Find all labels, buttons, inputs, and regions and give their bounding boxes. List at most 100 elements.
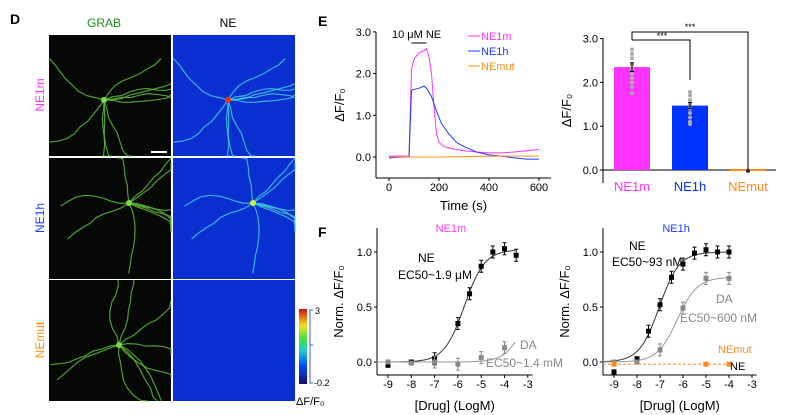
x-tick-label: -3	[747, 379, 757, 391]
error-bar	[658, 343, 662, 357]
dose-response-ne1h: NE1h 0.0 0.5 1.0 Norm. ΔF/F₀ -9 -8 -7 -6 -5 -4 -3 [D…	[557, 223, 757, 413]
neuron-branch	[48, 57, 105, 101]
neuron-branch	[128, 162, 172, 204]
data-point	[688, 97, 692, 102]
data-point	[630, 84, 634, 89]
error-bar	[455, 357, 460, 371]
micrograph-grid: NE1m NE1h NEmut	[33, 35, 296, 402]
colorbar-axis	[309, 309, 313, 384]
da-label: DA	[520, 338, 537, 352]
ne-label: NE	[629, 239, 646, 253]
trace-ne1h	[388, 85, 539, 160]
neuron-branch	[103, 58, 162, 101]
data-point-nemut	[611, 361, 617, 367]
significance-bracket	[632, 39, 691, 80]
neuron-branch	[118, 344, 158, 402]
x-tick-label: -8	[632, 379, 642, 391]
charts: 0.0 1.0 2.0 3.0 ΔF/F₀ 0 200 400 600 Time (s) 10 μM…	[331, 22, 776, 413]
colorbar: 3 -0.2 ΔF/F₀	[296, 306, 330, 408]
y-axis-label: Norm. ΔF/F₀	[557, 265, 572, 338]
y-tick-label: 1.0	[356, 110, 371, 122]
neuron-branch	[56, 344, 120, 381]
y-tick-label: 3.0	[356, 27, 371, 39]
neuron-branch	[252, 202, 296, 212]
data-point-da	[634, 359, 640, 365]
y-tick-label: 3.0	[583, 34, 598, 46]
da-label: DA	[716, 292, 733, 306]
trace-chart: 0.0 1.0 2.0 3.0 ΔF/F₀ 0 200 400 600 Time (s) 10 μM…	[332, 27, 551, 213]
neuron-soma	[250, 200, 256, 206]
y-tick-label: 0.5	[583, 302, 598, 314]
y-tick-label: 2.0	[583, 77, 598, 89]
category-label-nemut: NEmut	[728, 179, 768, 194]
error-bar	[669, 270, 674, 284]
neuron-branch	[173, 99, 229, 143]
row-label-nemut: NEmut	[33, 321, 47, 358]
data-point	[630, 51, 634, 56]
error-bar	[479, 259, 484, 273]
grab-image	[49, 280, 171, 401]
error-bar	[704, 271, 708, 285]
colorbar-gradient	[299, 309, 307, 384]
data-point-nemut	[726, 361, 732, 367]
data-point-ne	[611, 369, 617, 375]
y-tick-label: 0.0	[583, 165, 598, 177]
x-tick-label: -5	[476, 379, 486, 391]
x-axis-label: [Drug] (LogM)	[640, 398, 720, 413]
neuron-soma	[126, 200, 132, 206]
ne-heatmap-image	[173, 158, 295, 279]
error-bar	[630, 62, 634, 72]
data-point	[630, 47, 634, 52]
neuron-branch	[118, 300, 172, 346]
neuron-branch	[103, 94, 172, 103]
x-tick-label: -9	[383, 379, 393, 391]
bar-chart: 0.0 1.0 2.0 3.0 ΔF/F₀ NE1m NE1h NEmut *** ***	[559, 22, 776, 194]
stim-label: 10 μM NE	[392, 29, 441, 41]
fit-curve-da	[376, 341, 516, 363]
x-axis-label: [Drug] (LogM)	[415, 398, 495, 413]
error-bar	[715, 245, 720, 259]
neuron-branch	[128, 157, 172, 204]
x-tick-label: 400	[480, 182, 498, 194]
neuron-branch	[241, 157, 254, 204]
legend-label-ne1m: NE1m	[481, 31, 512, 43]
neuron-soma	[116, 342, 122, 348]
data-point	[688, 115, 692, 120]
neuron-branch	[252, 202, 296, 232]
neuron-branch	[252, 162, 296, 204]
neuron-branch	[128, 202, 172, 232]
neuron-branch	[191, 202, 254, 240]
neuron-branch	[103, 83, 172, 101]
trace-ne1m	[389, 47, 540, 157]
neuron-branch	[103, 93, 172, 101]
data-point	[630, 80, 634, 85]
neuron-branch	[227, 99, 256, 157]
neuron-branch	[60, 194, 130, 207]
error-bar	[432, 355, 437, 369]
x-tick-label: -3	[523, 379, 533, 391]
grab-image	[49, 158, 171, 279]
neuron-branch	[252, 202, 260, 274]
x-tick-label: -9	[609, 379, 619, 391]
neuron-branch	[49, 99, 105, 143]
neuron-branch	[118, 342, 172, 355]
data-point	[688, 111, 692, 116]
neuron-soma	[101, 97, 107, 103]
category-label-ne1h: NE1h	[674, 179, 707, 194]
fit-curve-da	[602, 277, 731, 363]
error-bar	[502, 242, 507, 256]
data-point	[688, 93, 692, 98]
y-tick-label: 2.0	[356, 69, 371, 81]
trace-nemut	[389, 155, 539, 158]
y-tick-label: 1.0	[583, 247, 598, 259]
neuron-branches	[172, 57, 296, 157]
grab-image	[49, 35, 171, 156]
data-point-ne	[385, 362, 391, 368]
error-bar	[479, 351, 484, 365]
error-bar	[681, 257, 685, 271]
neuron-branch	[67, 202, 130, 240]
x-tick-label: -4	[500, 379, 510, 391]
x-tick-label: -6	[453, 379, 463, 391]
ne-label: NE	[418, 251, 435, 265]
ne-heatmap-image	[173, 280, 295, 401]
